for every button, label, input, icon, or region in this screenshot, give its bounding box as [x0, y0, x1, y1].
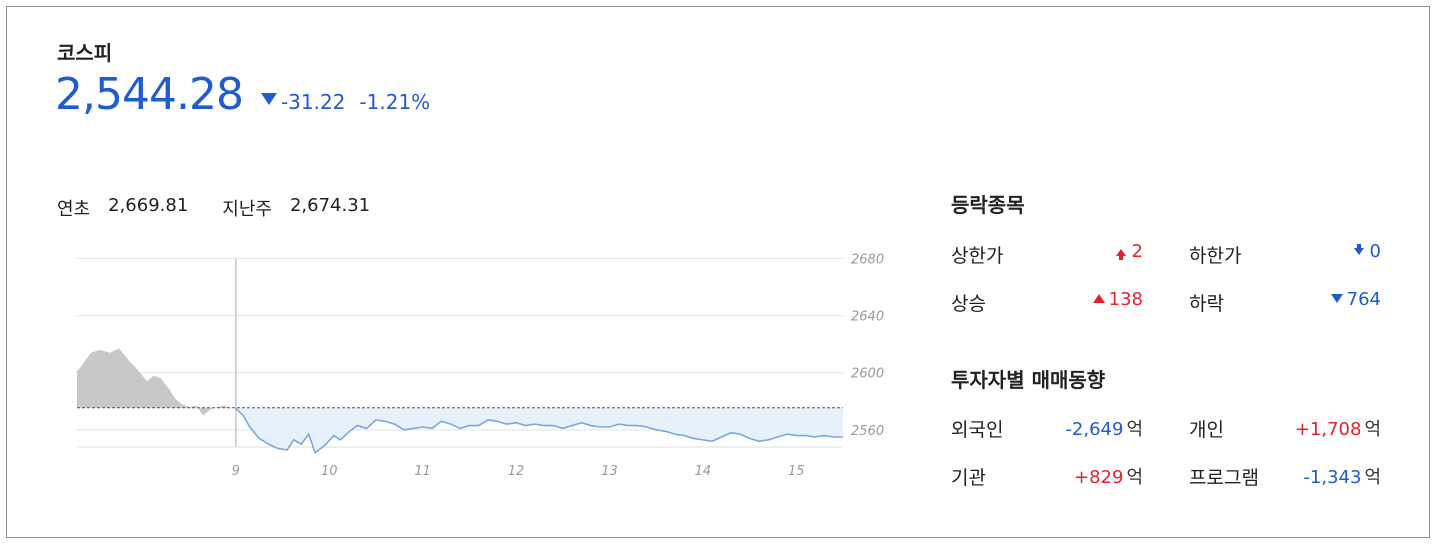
today-session-line [235, 407, 843, 455]
price-change-percent: -1.21% [359, 90, 431, 114]
y-tick-label: 2560 [851, 424, 884, 439]
x-tick-label: 11 [414, 464, 431, 479]
investor-section: 투자자별 매매동향 [951, 364, 1105, 393]
fall-value: 764 [1346, 289, 1381, 310]
investor-title: 투자자별 매매동향 [951, 368, 1106, 392]
upper-limit-cell: 2 [1023, 241, 1143, 262]
breadth-title: 등락종목 [951, 193, 1025, 217]
foreign-cell: -2,649 억 [1023, 415, 1143, 441]
y-tick-label: 2600 [851, 367, 884, 382]
program-value: -1,343 [1303, 467, 1362, 488]
triangle-up-icon [1092, 294, 1105, 303]
institution-cell: +829 억 [1023, 463, 1143, 489]
institution-value: +829 [1073, 467, 1124, 488]
lower-limit-label: 하한가 [1189, 245, 1242, 267]
breadth-section: 등락종목 [951, 189, 1025, 218]
individual-cell: +1,708 억 [1261, 415, 1381, 441]
individual-value: +1,708 [1294, 419, 1362, 440]
rise-cell: 138 [1023, 289, 1143, 310]
x-tick-label: 14 [695, 464, 712, 479]
y-tick-label: 2680 [851, 252, 884, 267]
today-session-area [235, 407, 843, 453]
arrow-down-icon [1353, 248, 1364, 255]
institution-label: 기관 [951, 467, 986, 489]
rise-value: 138 [1108, 289, 1143, 310]
x-tick-label: 10 [321, 464, 338, 479]
current-price: 2,544.28 [55, 69, 244, 120]
lower-limit-value: 0 [1369, 241, 1381, 262]
last-week-label: 지난주 [222, 199, 272, 220]
program-cell: -1,343 억 [1261, 463, 1381, 489]
x-tick-label: 13 [601, 464, 618, 479]
price-change: -31.22 [280, 90, 346, 114]
fall-cell: 764 [1261, 289, 1381, 310]
rise-label: 상승 [951, 293, 986, 315]
individual-label: 개인 [1189, 419, 1224, 441]
unit-label: 억 [1126, 467, 1143, 488]
foreign-value: -2,649 [1065, 419, 1124, 440]
ytd-value: 2,669.81 [108, 195, 189, 216]
price-row: 2,544.28 -31.22 -1.21% [55, 69, 430, 120]
last-week-value: 2,674.31 [289, 195, 371, 216]
ytd-label: 연초 [57, 199, 91, 220]
x-tick-label: 9 [232, 464, 240, 479]
triangle-down-icon [260, 93, 277, 105]
lower-limit-cell: 0 [1261, 241, 1381, 262]
arrow-up-icon [1115, 249, 1126, 256]
previous-session-area [77, 348, 236, 416]
upper-limit-label: 상한가 [951, 245, 1004, 267]
unit-label: 억 [1364, 419, 1381, 440]
unit-label: 억 [1364, 467, 1381, 488]
foreign-label: 외국인 [951, 419, 1004, 441]
triangle-down-icon [1330, 294, 1343, 303]
upper-limit-value: 2 [1131, 241, 1143, 262]
intraday-chart[interactable]: 2680 2640 2600 2560 9 10 11 12 13 14 15 [67, 243, 907, 483]
unit-label: 억 [1126, 419, 1143, 440]
program-label: 프로그램 [1189, 467, 1259, 489]
fall-label: 하락 [1189, 293, 1224, 315]
reference-values: 연초 2,669.81 지난주 2,674.31 [57, 195, 404, 221]
y-tick-label: 2640 [851, 310, 884, 325]
kospi-card: 코스피 2,544.28 -31.22 -1.21% 연초 2,669.81 지… [6, 6, 1430, 538]
x-tick-label: 15 [788, 464, 805, 479]
x-tick-label: 12 [508, 464, 525, 479]
index-name[interactable]: 코스피 [57, 41, 113, 65]
